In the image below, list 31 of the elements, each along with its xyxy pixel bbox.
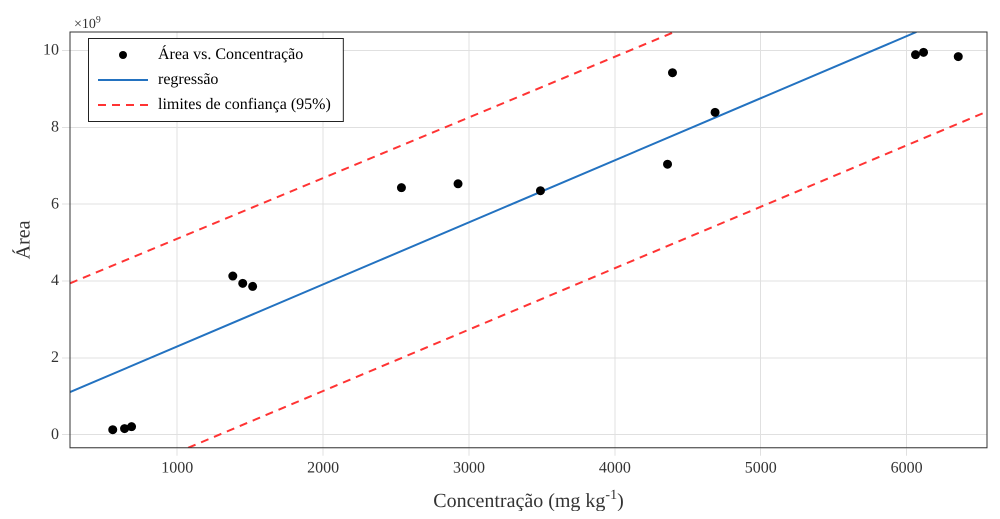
point [668,68,677,78]
point [954,52,963,62]
point [248,282,258,291]
point [228,272,238,281]
point [536,186,545,196]
y-tick-label: 10 [43,42,59,59]
x-tick-label: 5000 [744,460,777,477]
x-tick-label: 4000 [598,460,631,477]
point [396,183,406,192]
y-tick-label: 8 [51,118,59,136]
point [919,48,928,57]
point [663,160,672,169]
x-tick-label: 6000 [890,460,923,477]
legend-label: limites de confiança (95%) [158,96,331,114]
point [710,108,720,117]
point [120,424,130,434]
y-tick-label: 0 [51,426,59,443]
y-tick-label: 6 [51,195,59,212]
point [238,278,248,288]
legend-label: regressão [158,71,218,88]
x-tick-label: 1000 [161,460,194,477]
point [911,50,920,60]
x-tick-label: 3000 [452,460,485,477]
y-tick-label: 2 [51,349,59,366]
y-axis-title: Área [11,220,34,260]
x-tick-label: 2000 [307,460,340,477]
y-tick-label: 4 [51,272,59,290]
legend-label: Área vs. Concentração [158,45,304,64]
point [454,179,463,188]
point [127,422,136,432]
point [108,425,118,434]
